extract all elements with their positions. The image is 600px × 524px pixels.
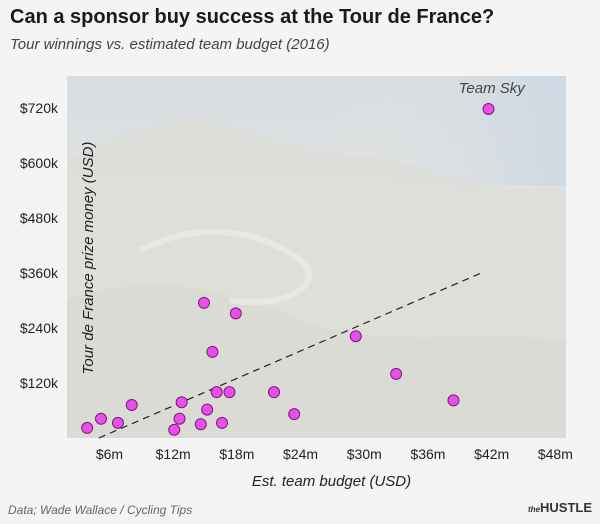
data-point xyxy=(194,418,207,431)
data-point xyxy=(288,408,301,421)
data-source: Data; Wade Wallace / Cycling Tips xyxy=(8,503,193,517)
data-point xyxy=(94,412,107,425)
hustle-logo: theHUSTLE xyxy=(528,500,592,515)
x-tick-label: $36m xyxy=(410,446,445,462)
x-tick-label: $24m xyxy=(283,446,318,462)
data-point xyxy=(482,102,495,115)
data-point xyxy=(349,330,362,343)
team-sky-annotation: Team Sky xyxy=(459,80,527,97)
data-point xyxy=(210,386,223,399)
chart-subtitle: Tour winnings vs. estimated team budget … xyxy=(10,36,330,53)
x-tick-label: $6m xyxy=(96,446,123,462)
data-point xyxy=(168,423,181,436)
y-tick-label: $240k xyxy=(20,320,59,336)
data-point xyxy=(229,307,242,320)
data-point xyxy=(173,412,186,425)
data-point xyxy=(111,416,124,429)
y-tick-label: $600k xyxy=(20,155,59,171)
data-point xyxy=(125,399,138,412)
data-point xyxy=(201,403,214,416)
data-point xyxy=(81,421,94,434)
x-tick-label: $18m xyxy=(219,446,254,462)
data-point xyxy=(447,394,460,407)
y-tick-label: $120k xyxy=(20,375,59,391)
x-axis-label: Est. team budget (USD) xyxy=(252,473,411,490)
data-point xyxy=(390,367,403,380)
data-point xyxy=(206,345,219,358)
plot-background xyxy=(67,76,566,438)
x-tick-label: $30m xyxy=(347,446,382,462)
y-tick-label: $360k xyxy=(20,265,59,281)
y-tick-label: $480k xyxy=(20,210,59,226)
x-tick-label: $42m xyxy=(474,446,509,462)
data-point xyxy=(268,386,281,399)
chart-title: Can a sponsor buy success at the Tour de… xyxy=(10,6,495,28)
x-tick-label: $48m xyxy=(538,446,573,462)
y-axis-label: Tour de France prize money (USD) xyxy=(80,142,97,375)
data-point xyxy=(216,416,229,429)
data-point xyxy=(223,386,236,399)
trend-line xyxy=(98,272,482,439)
y-tick-label: $720k xyxy=(20,100,59,116)
x-tick-label: $12m xyxy=(156,446,191,462)
data-point xyxy=(175,396,188,409)
data-point xyxy=(197,296,210,309)
